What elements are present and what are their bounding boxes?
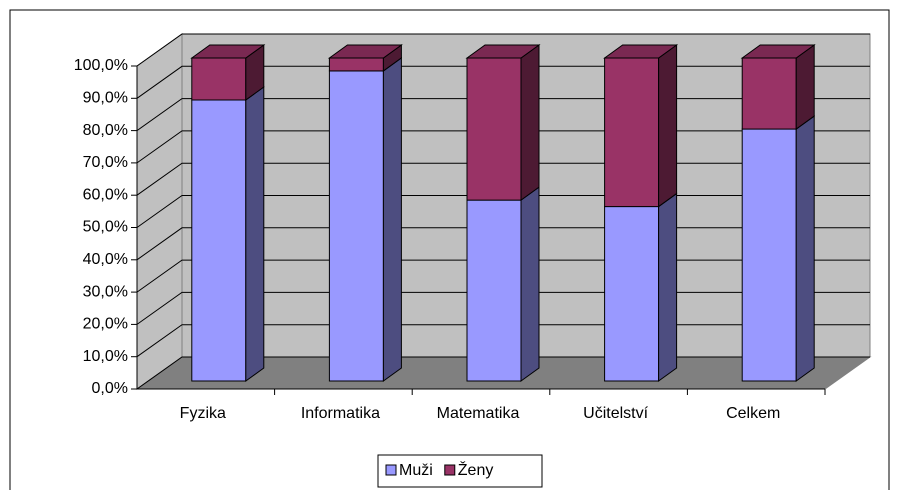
bar-side bbox=[658, 192, 678, 382]
y-tick-label: 20,0% bbox=[83, 316, 128, 333]
y-tick-label: 70,0% bbox=[83, 154, 128, 171]
bar bbox=[328, 70, 384, 382]
bar bbox=[604, 57, 660, 208]
bar-side bbox=[795, 44, 815, 131]
bar-top bbox=[740, 44, 816, 59]
x-tick-label: Učitelství bbox=[583, 405, 648, 422]
bar-side bbox=[520, 186, 540, 382]
bar-top bbox=[190, 44, 266, 59]
bar bbox=[191, 57, 247, 101]
bar-top bbox=[327, 44, 403, 59]
bar bbox=[741, 128, 797, 382]
bar-top bbox=[603, 44, 679, 59]
bar-side bbox=[795, 115, 815, 382]
x-tick-label: Informatika bbox=[301, 405, 380, 422]
bar-side bbox=[382, 56, 402, 382]
legend-swatch bbox=[444, 464, 456, 476]
bar bbox=[328, 57, 384, 72]
bar bbox=[741, 57, 797, 130]
legend-label: Muži bbox=[399, 462, 433, 479]
y-tick-label: 100,0% bbox=[74, 57, 128, 74]
y-tick-label: 10,0% bbox=[83, 348, 128, 365]
x-tick-label: Fyzika bbox=[180, 405, 226, 422]
bar bbox=[466, 199, 522, 382]
y-tick-label: 80,0% bbox=[83, 122, 128, 139]
legend-label: Ženy bbox=[458, 460, 494, 479]
y-tick-label: 0,0% bbox=[92, 380, 128, 397]
x-tick-label: Matematika bbox=[437, 405, 520, 422]
bar bbox=[191, 99, 247, 382]
legend-swatch bbox=[385, 464, 397, 476]
bar-side bbox=[658, 44, 678, 208]
bar-top bbox=[465, 44, 541, 59]
y-tick-label: 30,0% bbox=[83, 283, 128, 300]
grid-line bbox=[136, 33, 870, 67]
bar bbox=[466, 57, 522, 201]
x-tick-label: Celkem bbox=[726, 405, 780, 422]
y-tick-label: 60,0% bbox=[83, 186, 128, 203]
bar-side bbox=[520, 44, 540, 202]
y-tick-label: 40,0% bbox=[83, 251, 128, 268]
bar-side bbox=[245, 86, 265, 382]
legend-box bbox=[377, 454, 543, 488]
bar bbox=[604, 206, 660, 382]
y-tick-label: 50,0% bbox=[83, 219, 128, 236]
y-tick-label: 90,0% bbox=[83, 90, 128, 107]
